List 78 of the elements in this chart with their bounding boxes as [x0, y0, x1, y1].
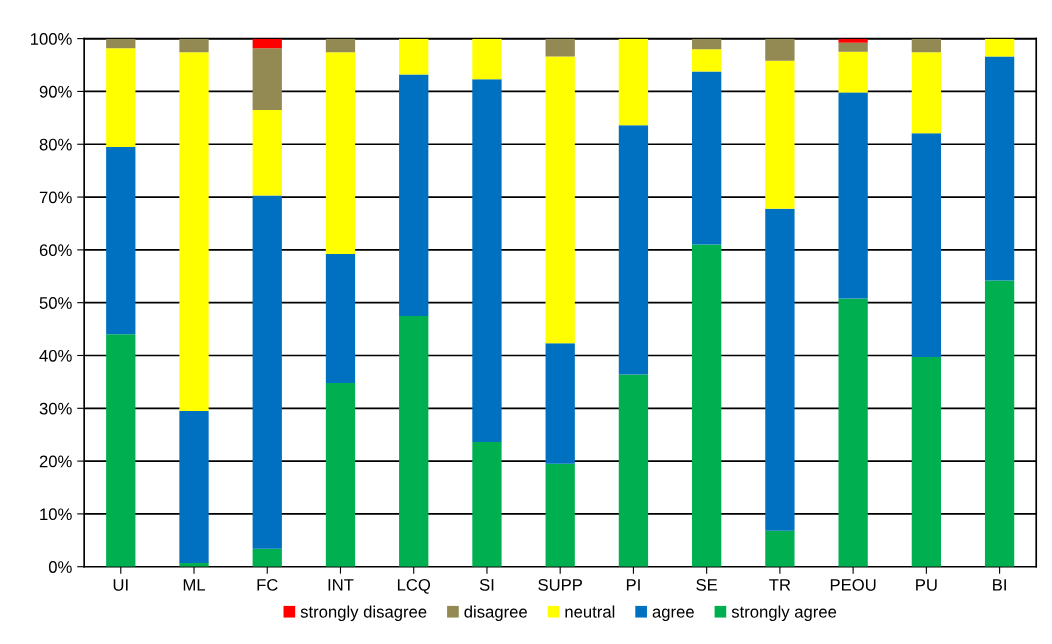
bar [106, 48, 136, 147]
bar [838, 92, 868, 299]
bar [618, 125, 649, 375]
bar [106, 38, 136, 49]
bar [838, 42, 868, 52]
x-tick-label: SI [479, 578, 494, 591]
bar [472, 38, 502, 80]
x-tick-label: FC [257, 578, 278, 591]
bar [984, 280, 1015, 567]
bar [911, 38, 942, 53]
bar [325, 254, 356, 383]
legend-label: strongly disagree [300, 605, 427, 622]
bar [765, 38, 795, 61]
x-tick-label: PEOU [830, 578, 876, 591]
y-tick-label: 80% [39, 138, 72, 151]
bar [325, 38, 356, 53]
x-tick-label: SUPP [538, 578, 582, 591]
y-tick-label: 50% [39, 297, 72, 309]
y-tick-label: 0% [48, 561, 72, 573]
bar [765, 60, 795, 209]
x-tick-label: TR [769, 579, 791, 591]
bar [692, 71, 722, 245]
x-tick-label: INT [328, 579, 354, 591]
bar [838, 38, 868, 43]
x-tick-label: PI [626, 579, 640, 591]
bar [692, 38, 722, 50]
bar [545, 38, 575, 57]
bar [545, 343, 575, 464]
bar [252, 195, 282, 549]
bar [911, 133, 942, 358]
bar [838, 298, 868, 567]
bar [325, 382, 356, 567]
x-tick-label: BI [993, 579, 1006, 591]
y-tick-label: 30% [39, 402, 72, 415]
bar [252, 548, 282, 567]
legend-label: neutral [565, 605, 615, 618]
y-tick-label: 70% [39, 191, 72, 204]
legend-label: agree [652, 608, 694, 622]
bar [911, 52, 942, 134]
bar [472, 79, 502, 443]
x-tick-label: PU [916, 579, 937, 591]
y-tick-label: 10% [40, 508, 72, 521]
bar [984, 38, 1015, 57]
bar [984, 56, 1015, 281]
bar [618, 374, 649, 567]
bar [765, 208, 795, 531]
bar [399, 38, 429, 75]
y-tick-label: 60% [39, 244, 72, 257]
y-tick-label: 20% [39, 455, 72, 468]
x-tick-label: ML [183, 579, 206, 591]
bar [252, 109, 282, 196]
legend-label: strongly agree [731, 605, 837, 622]
bar [692, 244, 722, 567]
legend-label: disagree [464, 605, 527, 622]
bar [838, 51, 868, 93]
y-tick-label: 100% [31, 33, 72, 45]
x-tick-label: LCQ [397, 578, 431, 594]
bar [179, 410, 209, 564]
bar [545, 56, 575, 344]
y-tick-label: 40% [39, 349, 72, 362]
y-tick-label: 90% [39, 85, 72, 98]
bar [325, 52, 356, 255]
x-tick-label: SE [696, 578, 718, 591]
bar [179, 52, 209, 411]
bar [179, 38, 209, 53]
bar [911, 357, 942, 567]
bar [252, 48, 282, 110]
x-tick-label: UI [113, 579, 128, 591]
bar [106, 146, 136, 335]
bar [692, 49, 722, 72]
bar [106, 334, 136, 567]
bar [399, 74, 429, 316]
bar [545, 463, 575, 567]
bar [252, 38, 282, 49]
bar [399, 315, 429, 567]
bar [472, 442, 502, 567]
bar [765, 530, 795, 567]
bar [618, 38, 649, 126]
